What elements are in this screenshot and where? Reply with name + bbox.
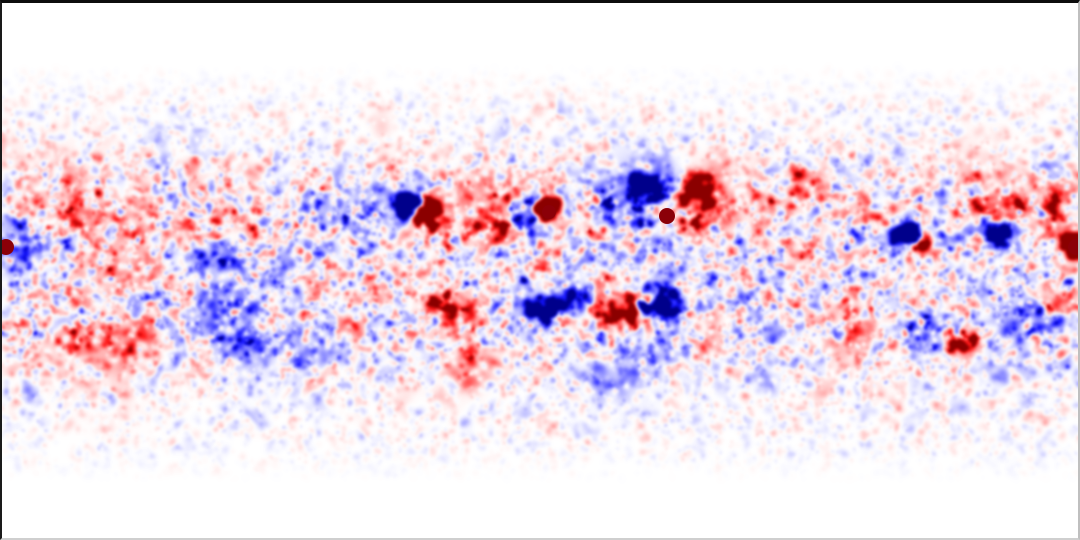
- flare-marker-west-limb[interactable]: [0, 239, 14, 255]
- flare-marker-east-limb[interactable]: [1068, 239, 1080, 255]
- flare-marker-east-of-cluster[interactable]: [659, 208, 675, 224]
- flare-marker-center-north[interactable]: [542, 205, 556, 219]
